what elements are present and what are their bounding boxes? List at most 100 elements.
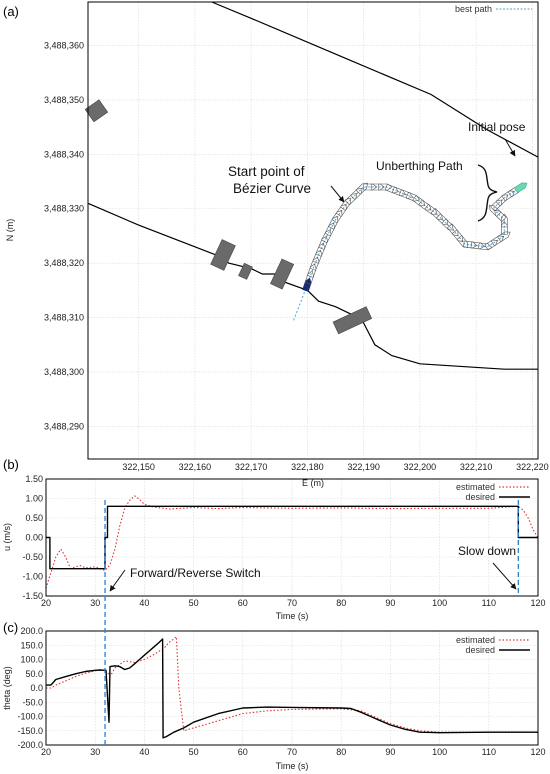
legend-desired-c: desired bbox=[465, 645, 495, 655]
vessel-pose-marker bbox=[302, 277, 312, 292]
heading-xtick-label: 70 bbox=[287, 747, 297, 757]
heading-xlabel: Time (s) bbox=[276, 761, 309, 771]
legend-estimated-c: estimated bbox=[456, 635, 495, 645]
panel-label-c: (c) bbox=[3, 620, 18, 635]
upper-shoreline bbox=[211, 1, 539, 158]
velocity-legend: estimated desired bbox=[456, 482, 530, 502]
map-tick-labels: 322,150 322,160 322,170 322,180 322,190 322,2… bbox=[44, 41, 549, 472]
arrow-start-point bbox=[330, 185, 345, 203]
heading-xtick-label: 110 bbox=[482, 747, 496, 757]
map-legend: best path bbox=[455, 4, 532, 14]
heading-xtick-label: 30 bbox=[90, 747, 100, 757]
heading-xtick-label: 90 bbox=[385, 747, 395, 757]
velocity-xtick-label: 80 bbox=[336, 598, 346, 608]
heading-ytick-label: 50.0 bbox=[25, 669, 43, 679]
map-ytick-label: 3,488,330 bbox=[44, 204, 84, 214]
velocity-ytick-label: -1.50 bbox=[22, 591, 43, 601]
heading-ytick-label: -150.0 bbox=[17, 726, 43, 736]
map-ytick-label: 3,488,360 bbox=[44, 41, 84, 51]
velocity-tick-labels: 20 30 40 50 60 70 80 90 100 110 120 -1.50 -1.00 -0.50… bbox=[22, 474, 545, 608]
map-xtick-label: 322,190 bbox=[347, 462, 380, 472]
heading-tick-labels: 20 30 40 50 60 70 80 90 100 110 120 -200.0 -150.0 -10… bbox=[17, 626, 545, 757]
map-panel: (a) 322,150 322,160 322,170 322,180 322,190 3… bbox=[3, 1, 549, 488]
velocity-ytick-label: 1.50 bbox=[25, 474, 43, 484]
panel-label-a: (a) bbox=[3, 4, 19, 19]
vessel-pose-marker bbox=[355, 182, 368, 195]
vessel-pose-marker bbox=[405, 191, 420, 202]
heading-ytick-label: 100.0 bbox=[20, 655, 43, 665]
vessel-pose-marker bbox=[514, 182, 528, 194]
best-path-extension bbox=[292, 284, 308, 322]
annotation-start-point-line1: Start point of bbox=[228, 164, 305, 179]
map-xtick-label: 322,220 bbox=[516, 462, 549, 472]
vessel-pose-marker bbox=[497, 231, 511, 243]
map-frame bbox=[87, 1, 539, 460]
map-ylabel: N (m) bbox=[5, 219, 15, 242]
map-shapes bbox=[84, 1, 539, 370]
building bbox=[332, 306, 373, 335]
annotation-initial-pose: Initial pose bbox=[468, 120, 526, 134]
heading-frame bbox=[45, 630, 539, 746]
annotation-unberthing-path: Unberthing Path bbox=[376, 159, 463, 173]
annotation-slow-down: Slow down bbox=[458, 544, 516, 558]
vessel-pose-marker bbox=[501, 190, 515, 202]
velocity-ytick-label: -1.00 bbox=[22, 572, 43, 582]
map-grid bbox=[88, 2, 538, 459]
map-xtick-label: 322,180 bbox=[291, 462, 324, 472]
time-markers bbox=[104, 500, 519, 745]
heading-panel: (c) 20 30 40 50 60 70 80 90 100 110 120 -200.0 -150.… bbox=[2, 620, 546, 771]
map-ytick-label: 3,488,320 bbox=[44, 258, 84, 268]
building bbox=[84, 99, 109, 123]
legend-estimated-b: estimated bbox=[456, 482, 495, 492]
unberthing-brace bbox=[477, 164, 498, 222]
velocity-xtick-label: 90 bbox=[385, 598, 395, 608]
velocity-ytick-label: -0.50 bbox=[22, 552, 43, 562]
annotation-start-point-line2: Bézier Curve bbox=[233, 181, 311, 196]
velocity-panel: (b) 20 30 40 50 60 70 80 90 100 110 120 -1.50 -1.00 -… bbox=[2, 457, 546, 621]
velocity-ytick-label: 0.50 bbox=[25, 513, 43, 523]
legend-best-path: best path bbox=[455, 4, 492, 14]
lower-shoreline bbox=[87, 202, 538, 370]
heading-grid bbox=[45, 630, 539, 746]
arrow-initial-pose bbox=[504, 138, 516, 157]
velocity-xtick-label: 120 bbox=[530, 598, 545, 608]
velocity-xtick-label: 20 bbox=[41, 598, 51, 608]
velocity-xtick-label: 60 bbox=[238, 598, 248, 608]
heading-ytick-label: -100.0 bbox=[17, 712, 43, 722]
heading-legend: estimated desired bbox=[456, 635, 530, 655]
heading-xtick-label: 50 bbox=[189, 747, 199, 757]
velocity-xtick-label: 40 bbox=[139, 598, 149, 608]
velocity-xtick-label: 70 bbox=[287, 598, 297, 608]
heading-xtick-label: 20 bbox=[41, 747, 51, 757]
heading-ytick-label: 0.0 bbox=[30, 683, 43, 693]
vessel-pose-marker bbox=[378, 183, 393, 191]
heading-xtick-label: 80 bbox=[336, 747, 346, 757]
map-xtick-label: 322,210 bbox=[460, 462, 493, 472]
heading-xtick-label: 100 bbox=[432, 747, 447, 757]
vessel-pose-marker bbox=[312, 249, 323, 264]
best-path-line bbox=[306, 186, 522, 286]
heading-ytick-label: 200.0 bbox=[20, 626, 43, 636]
velocity-series-desired bbox=[46, 505, 538, 570]
velocity-xtick-label: 50 bbox=[189, 598, 199, 608]
vessel-pose-marker bbox=[328, 215, 339, 230]
velocity-frame bbox=[45, 478, 539, 597]
heading-ytick-label: 150.0 bbox=[20, 640, 43, 650]
map-xtick-label: 322,160 bbox=[179, 462, 212, 472]
building bbox=[270, 258, 295, 290]
map-xtick-label: 322,170 bbox=[235, 462, 268, 472]
vessel-pose-marker bbox=[424, 203, 438, 215]
annotation-forward-reverse: Forward/Reverse Switch bbox=[130, 566, 261, 580]
building bbox=[238, 262, 253, 280]
building bbox=[210, 239, 236, 271]
vessel-pose-marker bbox=[318, 235, 328, 250]
velocity-xtick-label: 30 bbox=[90, 598, 100, 608]
vessel-pose-marker bbox=[309, 256, 320, 271]
heading-ylabel: theta (deg) bbox=[2, 666, 12, 710]
heading-xtick-label: 40 bbox=[139, 747, 149, 757]
heading-series bbox=[46, 636, 538, 739]
vessel-pose-marker bbox=[315, 242, 326, 257]
arrow-forward-reverse bbox=[109, 569, 126, 592]
map-xtick-label: 322,200 bbox=[404, 462, 437, 472]
heading-series-estimated bbox=[46, 636, 538, 733]
